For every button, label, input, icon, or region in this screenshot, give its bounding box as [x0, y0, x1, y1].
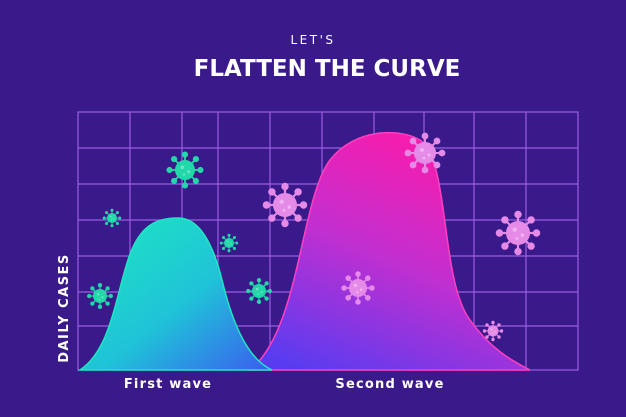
- kicker: LET'S: [290, 33, 335, 47]
- title: FLATTEN THE CURVE: [194, 56, 461, 82]
- first-wave-curve: [77, 217, 273, 371]
- second-wave-label: Second wave: [335, 377, 444, 392]
- first-wave-label: First wave: [124, 377, 212, 392]
- y-axis-label: DAILY CASES: [57, 253, 72, 363]
- second-wave-curve: [247, 131, 531, 371]
